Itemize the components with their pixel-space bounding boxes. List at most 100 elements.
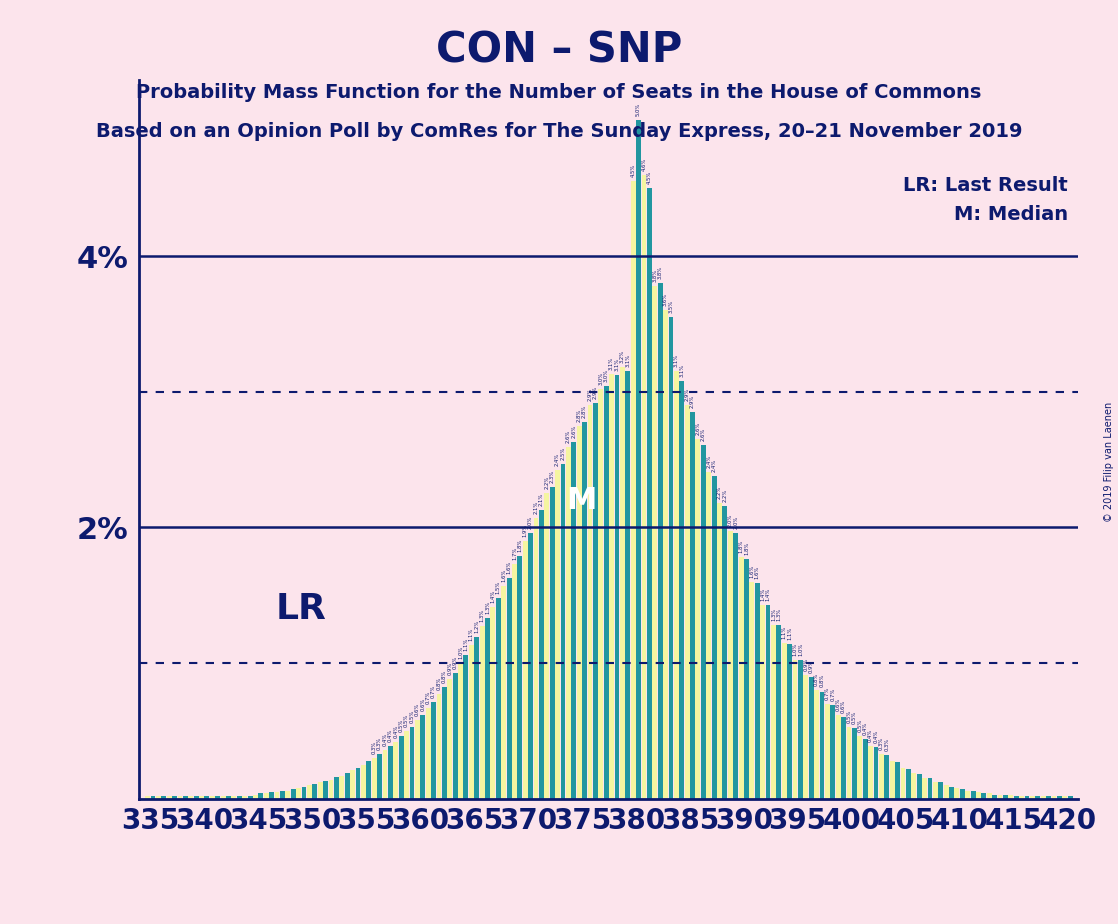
Bar [382,750,388,798]
Text: 4.5%: 4.5% [631,164,636,177]
Bar [485,618,490,798]
Text: M: M [567,486,597,515]
Bar [248,796,253,798]
Bar [285,791,291,798]
Text: 1.6%: 1.6% [755,565,760,579]
Text: 0.6%: 0.6% [835,698,841,711]
Bar [1046,796,1051,798]
Text: 3.1%: 3.1% [609,357,614,370]
Bar [491,607,495,798]
Bar [846,727,852,798]
Bar [556,470,560,798]
Bar [307,785,312,798]
Text: 1.1%: 1.1% [787,626,793,640]
Bar [707,472,711,798]
Bar [231,796,236,798]
Text: 5.0%: 5.0% [636,103,641,116]
Text: 3.1%: 3.1% [625,354,631,368]
Bar [436,694,442,798]
Bar [496,598,501,798]
Text: Based on an Opinion Poll by ComRes for The Sunday Express, 20–21 November 2019: Based on an Opinion Poll by ComRes for T… [96,122,1022,141]
Bar [323,781,328,798]
Bar [334,777,339,798]
Text: 2.9%: 2.9% [684,388,690,401]
Bar [453,673,457,798]
Text: 0.7%: 0.7% [831,687,835,701]
Bar [220,796,226,798]
Text: 2.2%: 2.2% [717,486,722,499]
Bar [432,702,436,798]
Bar [960,789,965,798]
Text: 2.8%: 2.8% [582,405,587,418]
Bar [836,714,841,798]
Bar [151,796,155,798]
Bar [970,791,976,798]
Text: 1.3%: 1.3% [776,608,781,621]
Text: 0.7%: 0.7% [825,687,830,699]
Bar [1030,796,1035,798]
Text: 3.6%: 3.6% [663,293,669,306]
Bar [755,583,760,798]
Text: 2.0%: 2.0% [733,516,738,529]
Bar [647,188,652,798]
Bar [237,796,241,798]
Text: 0.9%: 0.9% [804,658,808,671]
Bar [745,559,749,798]
Bar [458,663,463,798]
Bar [415,720,419,798]
Bar [701,444,705,798]
Bar [210,796,215,798]
Bar [199,796,203,798]
Text: 1.3%: 1.3% [771,608,776,621]
Bar [544,493,549,798]
Bar [798,661,803,798]
Bar [938,783,944,798]
Text: 2.4%: 2.4% [556,453,560,467]
Text: 1.8%: 1.8% [739,540,743,553]
Text: 3.0%: 3.0% [598,371,604,385]
Text: 1.2%: 1.2% [474,620,480,633]
Bar [793,661,797,798]
Bar [399,736,404,798]
Text: 2.5%: 2.5% [560,446,566,459]
Text: 1.4%: 1.4% [491,590,495,603]
Text: 1.3%: 1.3% [480,609,484,623]
Bar [350,771,356,798]
Bar [976,792,980,798]
Text: 0.4%: 0.4% [868,728,873,742]
Bar [712,476,717,798]
Text: 1.7%: 1.7% [512,547,517,560]
Text: 0.4%: 0.4% [394,724,398,737]
Text: 0.9%: 0.9% [453,655,457,668]
Bar [280,791,285,798]
Text: 0.3%: 0.3% [884,738,889,751]
Text: 3.5%: 3.5% [669,300,673,313]
Bar [982,794,986,798]
Text: 2.6%: 2.6% [701,427,705,441]
Bar [318,783,323,798]
Bar [615,375,619,798]
Bar [1035,796,1040,798]
Text: 2.1%: 2.1% [539,492,544,505]
Bar [733,533,738,798]
Text: 0.7%: 0.7% [426,690,430,704]
Text: 0.5%: 0.5% [409,710,415,723]
Bar [367,760,371,798]
Bar [781,643,787,798]
Bar [932,783,938,798]
Text: 0.8%: 0.8% [436,677,442,690]
Bar [264,794,268,798]
Bar [296,788,301,798]
Text: 2.9%: 2.9% [690,395,695,408]
Text: 2.1%: 2.1% [533,501,539,514]
Bar [819,691,824,798]
Text: 1.5%: 1.5% [495,580,501,594]
Text: 0.8%: 0.8% [814,673,819,687]
Bar [426,708,430,798]
Text: 4.5%: 4.5% [647,171,652,184]
Bar [1024,796,1030,798]
Bar [987,794,992,798]
Text: 2.3%: 2.3% [550,469,555,482]
Bar [663,310,667,798]
Bar [1062,796,1068,798]
